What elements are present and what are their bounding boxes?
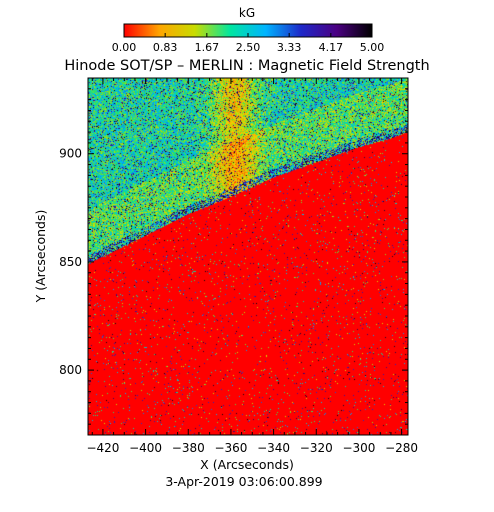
x-tick-label: −340 [257, 441, 290, 455]
y-axis: 800 850 900 [59, 88, 408, 425]
observation-date: 3-Apr-2019 03:06:00.899 [165, 474, 322, 489]
x-tick-label: −380 [172, 441, 205, 455]
x-axis: −420 −400 −380 −360 −340 −320 −300 −280 [86, 78, 418, 455]
x-tick-label: −400 [129, 441, 162, 455]
x-tick-label: −360 [214, 441, 247, 455]
colorbar-tick-label: 0.00 [112, 41, 137, 54]
colorbar-ticks: 0.00 0.83 1.67 2.50 3.33 4.17 5.00 [112, 33, 385, 54]
colorbar: kG 0.00 0.83 1.67 2.50 3.33 4.17 5.00 [112, 6, 385, 54]
colorbar-unit-label: kG [239, 6, 255, 20]
plot-area: −420 −400 −380 −360 −340 −320 −300 −280 800 850 9… [59, 77, 418, 455]
colorbar-tick-label: 1.67 [195, 41, 220, 54]
y-tick-label: 900 [59, 147, 82, 161]
x-tick-label: −300 [342, 441, 375, 455]
colorbar-tick-label: 5.00 [360, 41, 385, 54]
y-tick-label: 850 [59, 255, 82, 269]
y-axis-label: Y (Arcseconds) [33, 210, 48, 304]
x-axis-label: X (Arcseconds) [200, 457, 294, 472]
x-tick-label: −280 [385, 441, 418, 455]
x-tick-label: −320 [300, 441, 333, 455]
y-tick-label: 800 [59, 363, 82, 377]
colorbar-tick-label: 0.83 [153, 41, 178, 54]
colorbar-tick-label: 3.33 [277, 41, 302, 54]
magnetic-field-heatmap [88, 78, 408, 435]
x-tick-label: −420 [86, 441, 119, 455]
chart-title: Hinode SOT/SP – MERLIN : Magnetic Field … [64, 58, 429, 74]
colorbar-tick-label: 4.17 [319, 41, 344, 54]
plot-frame [87, 77, 409, 436]
colorbar-tick-label: 2.50 [236, 41, 261, 54]
